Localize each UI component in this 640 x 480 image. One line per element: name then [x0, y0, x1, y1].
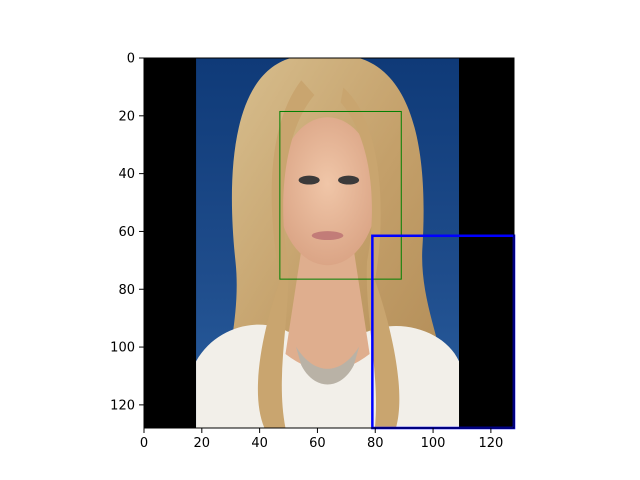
y-tick-label: 80 — [118, 283, 135, 298]
x-axis: 0 20 40 60 80 100 120 — [140, 428, 503, 451]
x-tick-label: 0 — [140, 436, 148, 451]
hair-strand-left — [257, 80, 315, 428]
axes-frame — [143, 57, 515, 429]
y-axis: 0 20 40 60 80 100 120 — [110, 52, 144, 413]
y-tick-label: 20 — [118, 109, 135, 124]
y-tick-label: 0 — [127, 52, 135, 67]
x-tick-label: 60 — [309, 436, 326, 451]
y-tick-label: 100 — [110, 341, 135, 356]
x-tick-label: 80 — [367, 436, 384, 451]
lips — [311, 231, 344, 241]
green-bounding-box — [279, 110, 402, 280]
y-tick-label: 60 — [118, 225, 135, 240]
x-tick-label: 20 — [194, 436, 211, 451]
face-shape — [277, 117, 378, 266]
eye-left — [298, 175, 320, 185]
portrait-photo — [196, 58, 460, 428]
neck-shape — [285, 250, 370, 371]
image-layer — [144, 58, 514, 428]
axes: 0 20 40 60 80 100 120 0 20 40 60 80 100 120 — [110, 52, 516, 451]
necklace-shape — [295, 346, 360, 385]
eye-right — [338, 175, 360, 185]
y-tick-label: 120 — [110, 398, 135, 413]
x-tick-label: 40 — [251, 436, 268, 451]
x-tick-label: 120 — [478, 436, 503, 451]
x-tick-label: 100 — [421, 436, 446, 451]
y-tick-label: 40 — [118, 167, 135, 182]
hair-strand-right — [340, 87, 400, 428]
